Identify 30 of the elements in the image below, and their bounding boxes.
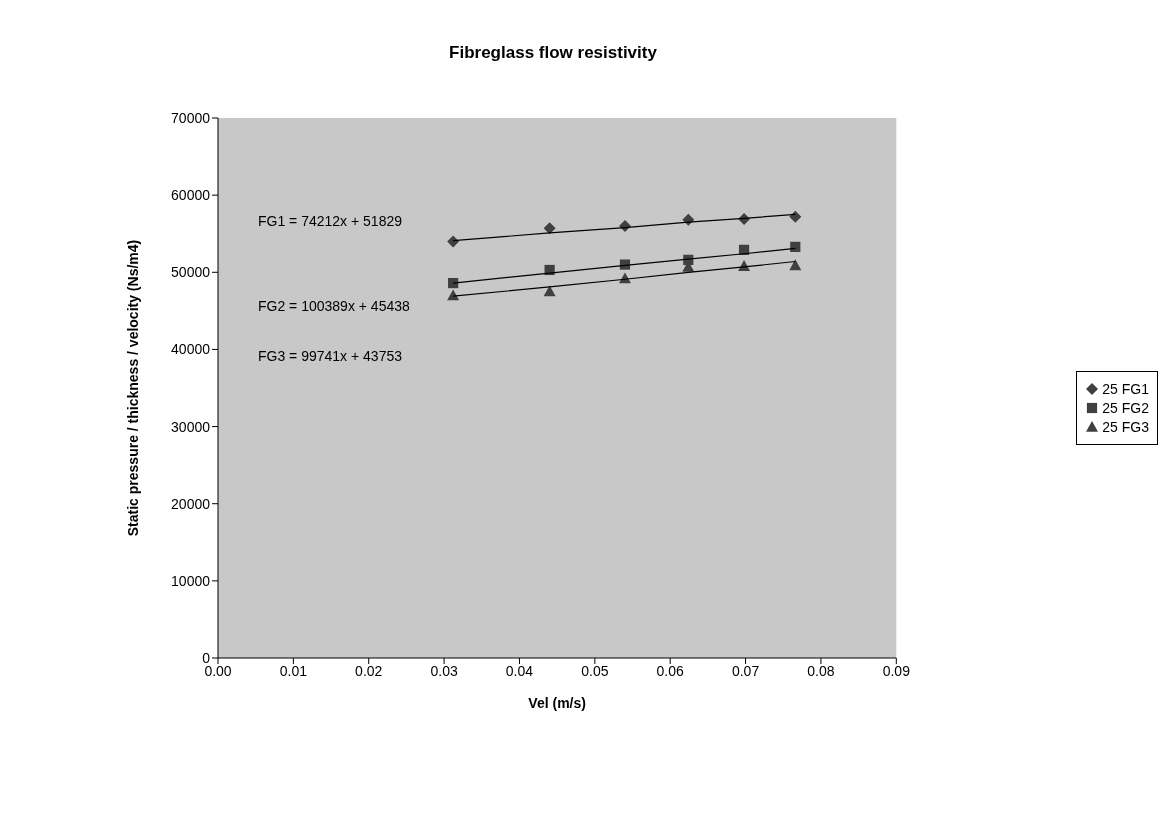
x-tick-label: 0.05 xyxy=(581,662,609,679)
x-tick-label: 0.08 xyxy=(807,662,835,679)
x-tick-label: 0.01 xyxy=(279,662,308,679)
y-tick-label: 50000 xyxy=(171,264,211,281)
point xyxy=(790,241,801,252)
y-tick-label: 20000 xyxy=(171,495,211,512)
y-tick-label: 70000 xyxy=(171,109,211,126)
x-axis-title: Vel (m/s) xyxy=(528,695,586,711)
y-axis-title: Static pressure / thickness / velocity (Ns/m4) xyxy=(124,239,141,537)
annotation: FG1 = 74212x + 51829 xyxy=(258,213,402,229)
chart-title: Fibreglass flow resistivity xyxy=(448,43,658,63)
legend-label: 25 FG3 xyxy=(1102,419,1149,435)
legend-label: 25 FG2 xyxy=(1102,400,1149,416)
annotation: FG3 = 99741x + 43753 xyxy=(258,348,402,364)
point xyxy=(789,259,802,271)
y-tick-label: 60000 xyxy=(171,187,211,204)
legend-label: 25 FG1 xyxy=(1102,381,1149,397)
annotation: FG2 = 100389x + 45438 xyxy=(258,298,410,314)
x-tick-label: 0.03 xyxy=(430,662,458,679)
x-tick-label: 0.07 xyxy=(731,662,760,679)
y-tick-label: 40000 xyxy=(171,341,211,358)
x-tick-label: 0.06 xyxy=(656,662,685,679)
y-tick-label: 10000 xyxy=(171,572,211,589)
point xyxy=(447,235,460,248)
x-tick-label: 0.09 xyxy=(882,662,911,679)
x-tick-label: 0.02 xyxy=(355,662,383,679)
point xyxy=(789,210,802,223)
x-tick-label: 0.04 xyxy=(505,662,534,679)
y-tick-label: 30000 xyxy=(171,418,211,435)
point xyxy=(543,222,556,235)
